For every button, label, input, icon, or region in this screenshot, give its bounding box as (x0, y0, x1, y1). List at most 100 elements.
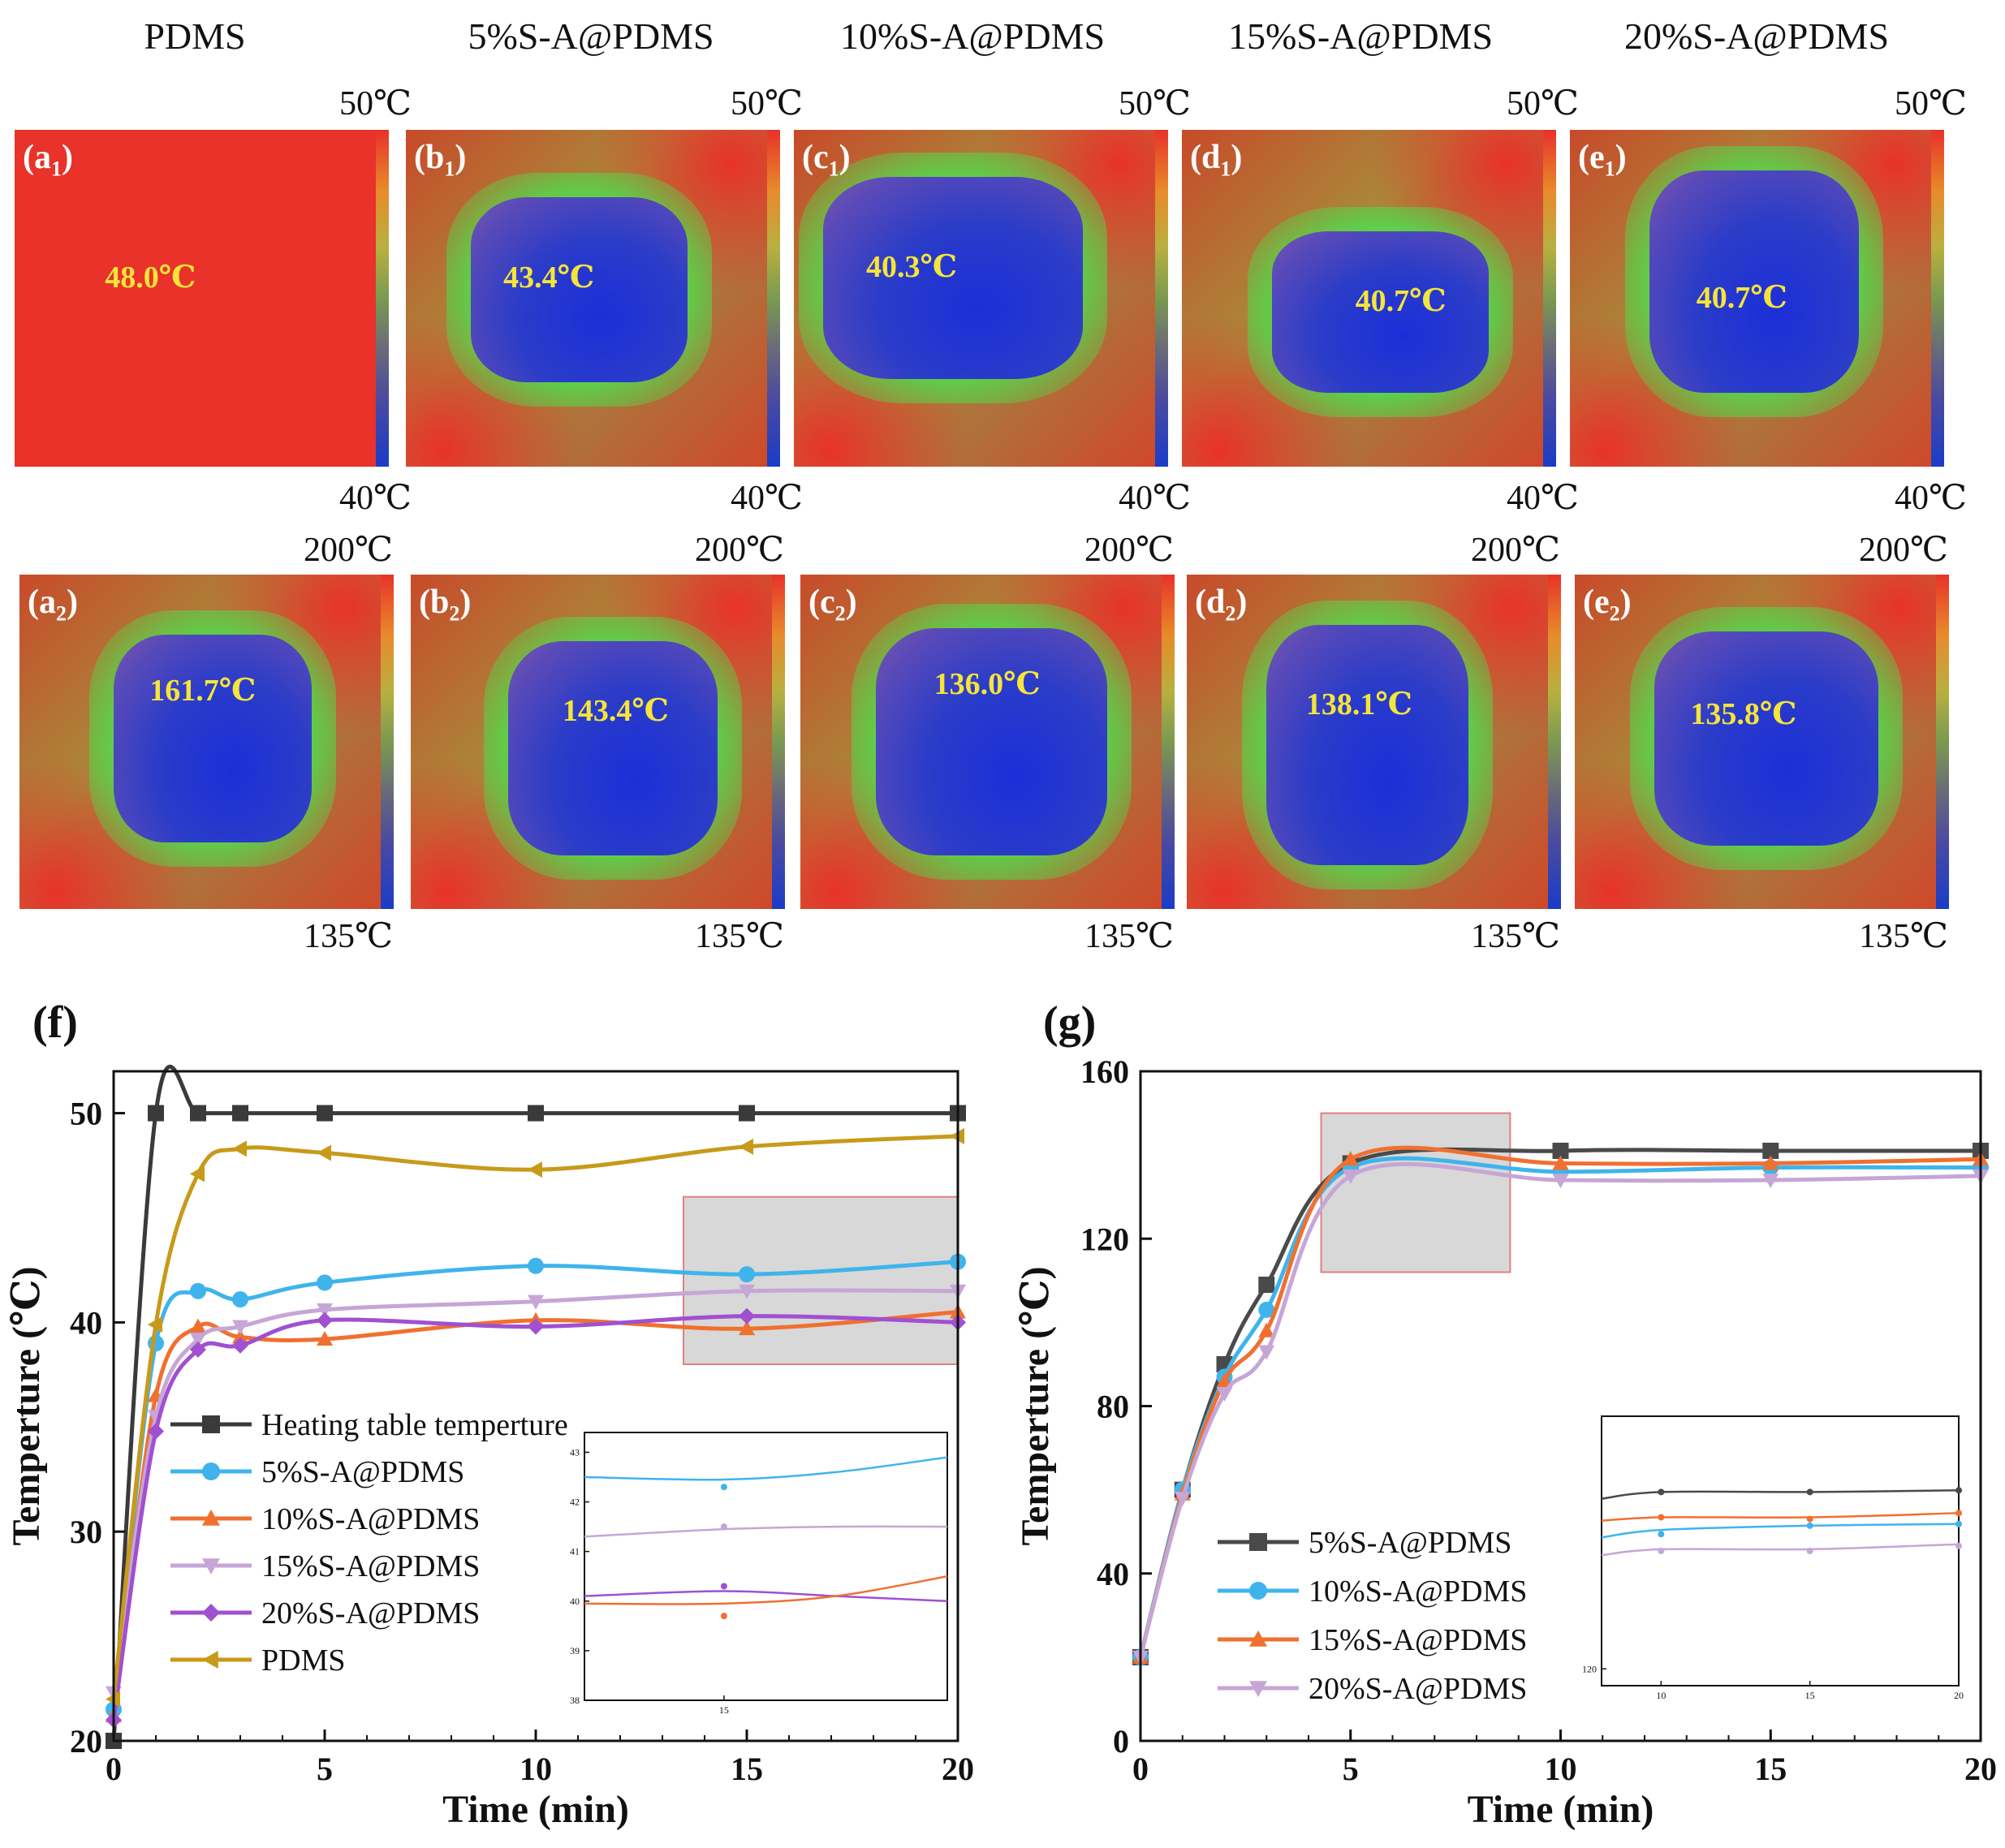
legend-label: 10%S-A@PDMS (261, 1502, 480, 1536)
data-point-marker (1216, 1372, 1233, 1388)
column-title: 10%S-A@PDMS (839, 15, 1106, 57)
data-point-marker (232, 1320, 248, 1335)
x-tick-label: 15 (1754, 1751, 1787, 1787)
scale-max-label: 200℃ (1859, 532, 1948, 569)
legend-entry: 15%S-A@PDMS (1218, 1623, 1527, 1657)
data-point-marker (739, 1266, 755, 1283)
series-20%S-A@PDMS (1132, 1161, 1989, 1665)
data-point-marker (1342, 1169, 1359, 1184)
x-tick-label: 0 (1132, 1751, 1149, 1787)
data-point-marker (1258, 1301, 1275, 1318)
y-tick-label: 160 (1080, 1053, 1129, 1090)
inset-data-point (1955, 1520, 1962, 1527)
y-tick-label: 30 (70, 1514, 102, 1550)
inset-data-point (720, 1523, 727, 1531)
legend-label: 5%S-A@PDMS (261, 1455, 464, 1489)
legend-label: Heating table temperture (261, 1408, 568, 1442)
inset-series-line (584, 1590, 948, 1603)
legend-entry: 5%S-A@PDMS (170, 1455, 464, 1489)
inset-zoom-plot: 10 15 20 120 (1582, 1415, 1964, 1701)
inset-y-tick-label: 42 (570, 1497, 580, 1508)
legend-entry: Heating table temperture (170, 1408, 568, 1442)
panel-label: (g) (1043, 997, 1096, 1048)
inset-x-tick-label: 10 (1656, 1690, 1666, 1701)
measured-temperature: 135.8℃ (1690, 697, 1797, 732)
panel-label: (c2) (808, 584, 857, 626)
x-tick-label: 15 (731, 1751, 763, 1787)
color-scale-bar (772, 575, 785, 909)
data-point-marker (148, 1316, 162, 1333)
measured-temperature: 40.7℃ (1355, 283, 1447, 318)
legend-entry: 10%S-A@PDMS (1218, 1574, 1527, 1609)
data-point-marker (202, 1558, 220, 1574)
data-point-marker (1762, 1142, 1779, 1159)
thermal-image-b1: (b1) 43.4℃ (406, 130, 780, 467)
measured-temperature: 40.3℃ (866, 250, 958, 285)
inset-y-tick-label: 120 (1582, 1663, 1597, 1674)
measured-temperature: 161.7℃ (149, 674, 257, 709)
color-scale-bar (1155, 130, 1168, 467)
data-point-marker (528, 1294, 544, 1310)
column-title: PDMS (144, 15, 246, 57)
thermal-image-c1: (c1) 40.3℃ (794, 130, 1168, 467)
inset-data-point (1658, 1488, 1665, 1496)
panel-label: (b2) (419, 584, 472, 626)
data-point-marker (1258, 1345, 1275, 1360)
panel-label: (b1) (414, 139, 467, 181)
data-point-marker (317, 1331, 333, 1346)
x-axis-label: Time (min) (1468, 1788, 1654, 1831)
inset-y-tick-label: 40 (570, 1596, 580, 1607)
data-point-marker (317, 1312, 333, 1329)
legend-entry: 20%S-A@PDMS (170, 1596, 480, 1630)
data-point-marker (739, 1320, 755, 1336)
y-tick-label: 20 (70, 1723, 102, 1760)
y-tick-label: 40 (1097, 1556, 1129, 1592)
data-point-marker (202, 1651, 218, 1669)
scale-max-label: 200℃ (1471, 532, 1560, 569)
scale-min-label: 135℃ (695, 918, 784, 955)
y-tick-label: 40 (70, 1304, 102, 1341)
scale-min-label: 135℃ (1084, 918, 1174, 955)
y-tick-label: 80 (1097, 1389, 1129, 1425)
data-point-marker (528, 1257, 544, 1274)
scale-max-label: 200℃ (695, 532, 784, 569)
color-scale-bar (376, 130, 389, 467)
measured-temperature: 136.0℃ (934, 667, 1041, 702)
thermal-image-b2: (b2) 143.4℃ (411, 575, 785, 909)
color-scale-bar (767, 130, 780, 467)
chart-g-temperature-vs-time: (g) 0 5 10 15 20 0 40 80 120 160 Time (min) Tempertu… (1014, 997, 1997, 1831)
scale-min-label: 40℃ (1119, 480, 1191, 517)
thermal-image-a2: (a2) 161.7℃ (19, 575, 394, 909)
scale-min-label: 40℃ (339, 480, 412, 517)
inset-data-point (1806, 1515, 1813, 1523)
thermal-image-e1: (e1) 40.7℃ (1570, 130, 1944, 467)
scale-min-label: 40℃ (1507, 480, 1579, 517)
legend-label: 5%S-A@PDMS (1309, 1526, 1511, 1560)
zoom-highlight-box (683, 1195, 959, 1365)
x-tick-label: 5 (317, 1751, 333, 1787)
legend-label: 20%S-A@PDMS (1309, 1672, 1527, 1706)
inset-frame (1601, 1415, 1960, 1686)
legend-entry: 5%S-A@PDMS (1218, 1526, 1511, 1560)
panel-label: (a1) (23, 139, 73, 181)
data-point-marker (190, 1282, 206, 1299)
y-tick-label: 0 (1113, 1723, 1129, 1760)
inset-data-point (1658, 1514, 1665, 1521)
thermal-image-c2: (c2) 136.0℃ (800, 575, 1175, 909)
inset-data-point (1658, 1548, 1665, 1554)
x-tick-label: 20 (942, 1751, 974, 1787)
inset-data-point (720, 1613, 727, 1620)
inset-zoom-plot: 15 38 39 40 41 42 43 (570, 1432, 948, 1716)
legend-label: PDMS (261, 1643, 346, 1678)
data-point-marker (317, 1303, 333, 1318)
legend-label: 15%S-A@PDMS (1309, 1623, 1527, 1657)
scale-max-label: 50℃ (1895, 85, 1967, 123)
scale-max-label: 50℃ (339, 85, 412, 123)
data-point-marker (232, 1140, 247, 1157)
inset-data-point (1955, 1542, 1962, 1549)
inset-data-point (1658, 1531, 1665, 1538)
data-point-marker (739, 1138, 753, 1155)
scale-min-label: 40℃ (731, 480, 803, 517)
inset-series-line (584, 1574, 948, 1605)
inset-series-line (1601, 1543, 1960, 1557)
